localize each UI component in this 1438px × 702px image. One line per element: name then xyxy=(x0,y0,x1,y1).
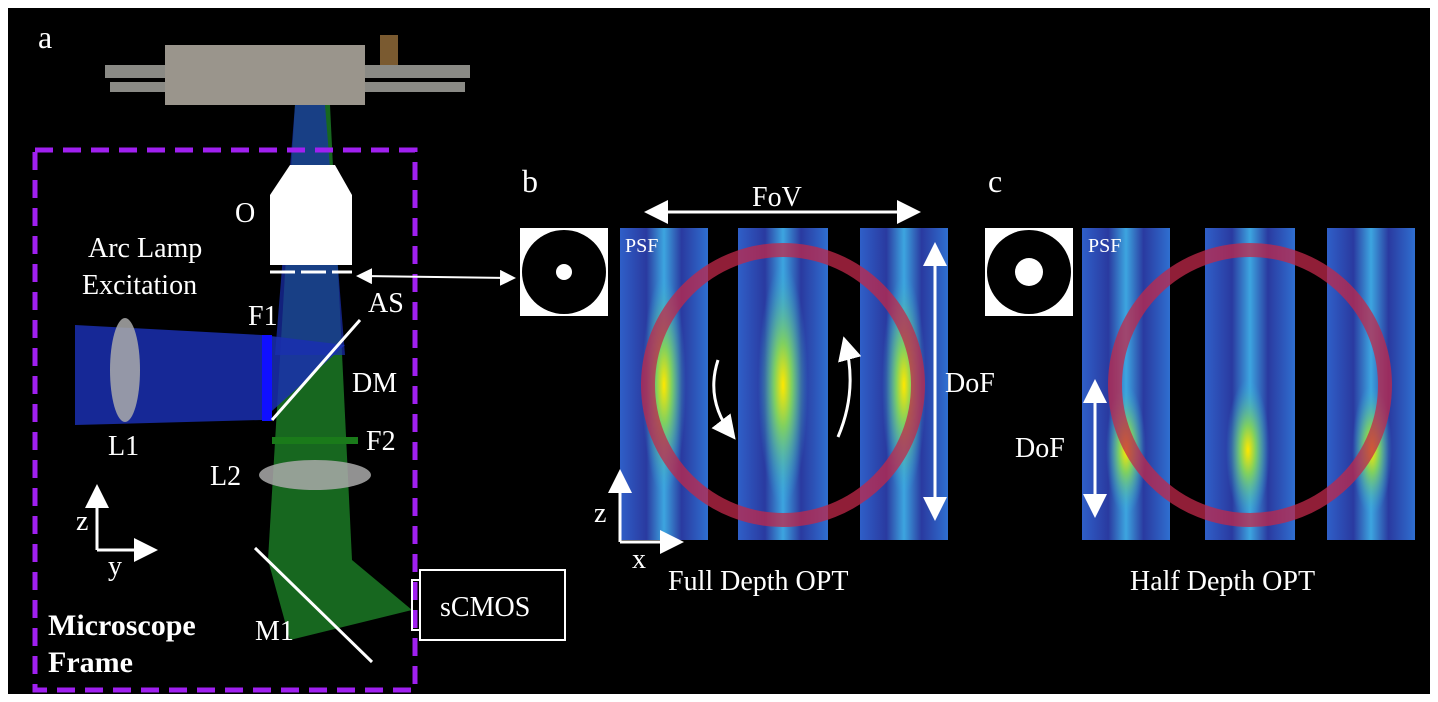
caption: Half Depth OPT xyxy=(1130,566,1315,597)
label: PSF xyxy=(1088,235,1121,257)
label: F2 xyxy=(366,426,396,457)
label: sCMOS xyxy=(440,592,530,623)
panel-label: b xyxy=(522,163,538,199)
label: DoF xyxy=(945,368,995,399)
axis-label: z xyxy=(594,498,606,529)
label: L2 xyxy=(210,461,241,492)
label: L1 xyxy=(108,431,139,462)
label: PSF xyxy=(625,235,658,257)
panel-label: c xyxy=(988,163,1002,199)
label: Frame xyxy=(48,646,133,679)
label: Microscope xyxy=(48,609,196,642)
label: AS xyxy=(368,288,404,319)
figure: a Arc Lamp Excitation O AS F1 DM L1 F2 L… xyxy=(0,0,1438,702)
panel-label: a xyxy=(38,19,52,55)
label: O xyxy=(235,198,255,229)
label: FoV xyxy=(752,182,802,213)
label: Arc Lamp xyxy=(88,233,202,264)
axis-label: x xyxy=(632,544,646,575)
label: DM xyxy=(352,368,397,399)
label: F1 xyxy=(248,301,278,332)
label: DoF xyxy=(1015,433,1065,464)
label: M1 xyxy=(255,616,294,647)
axis-label: z xyxy=(76,506,88,537)
caption: Full Depth OPT xyxy=(668,566,848,597)
axis-label: y xyxy=(108,551,122,582)
label: Excitation xyxy=(82,270,197,301)
